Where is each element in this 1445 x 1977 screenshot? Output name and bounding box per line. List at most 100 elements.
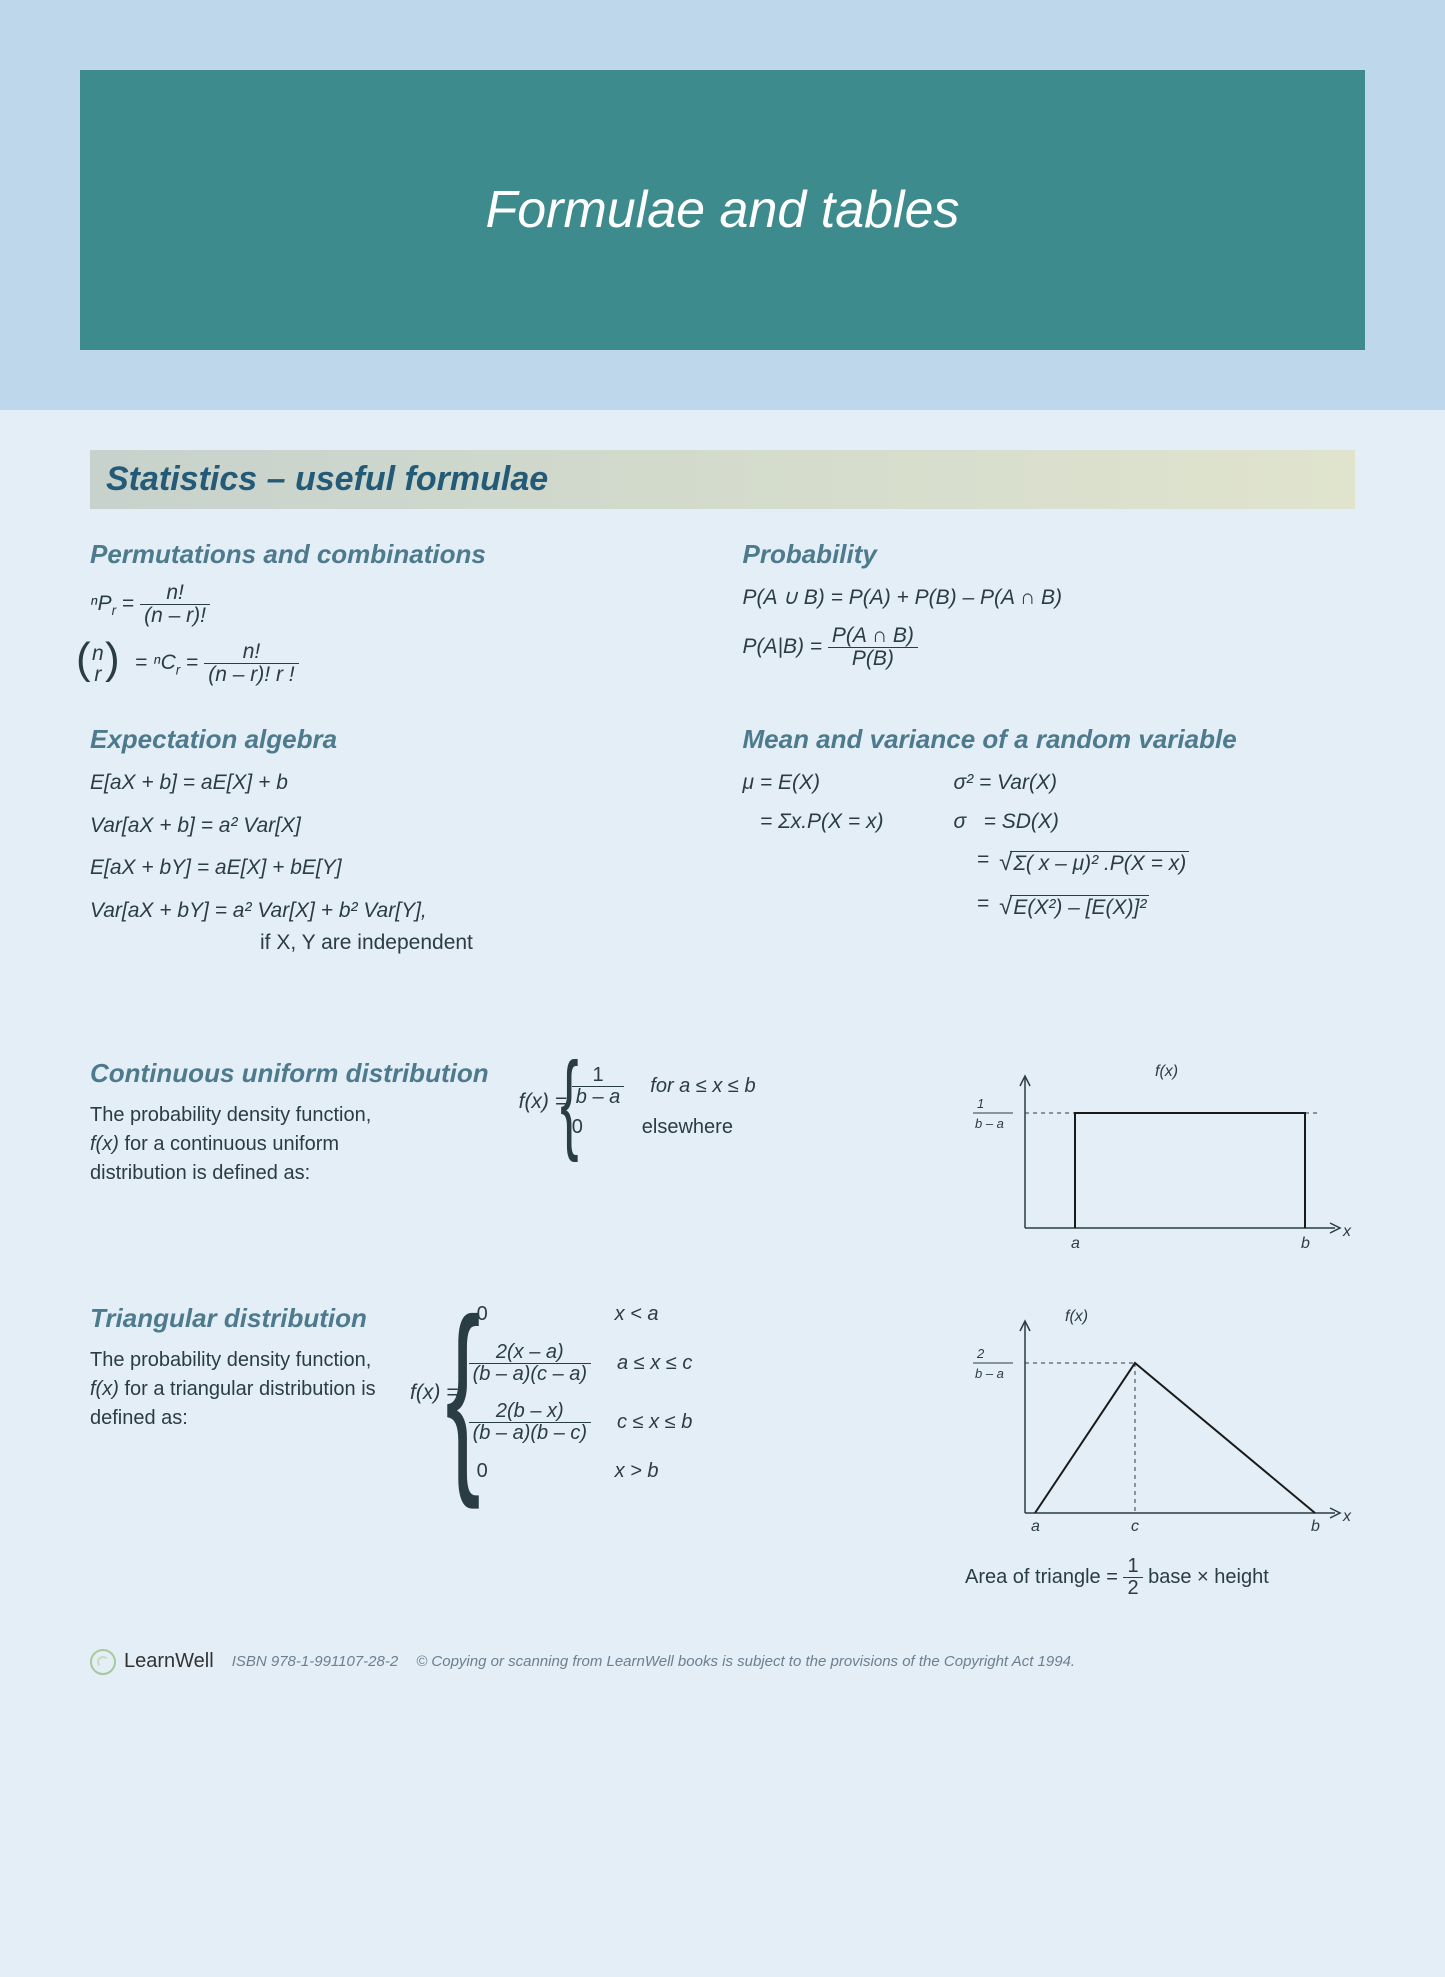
cud-d3: for a continuous uniform distribution is… [90,1133,339,1184]
tri-case3: 2(b – x)(b – a)(b – c) c ≤ x ≤ b [469,1401,717,1444]
tri-c4-val: 0 [469,1460,589,1483]
heading-exp: Expectation algebra [90,724,703,755]
uniform-case1: 1b – a for a ≤ x ≤ b [572,1065,756,1108]
tri-case1: 0 x < a [469,1303,717,1326]
heading-cud: Continuous uniform distribution [90,1058,489,1089]
hero-banner: Formulae and tables [80,70,1365,350]
exp-line4: Var[aX + bY] = a² Var[X] + b² Var[Y], [90,895,703,928]
cud-c2-cond: elsewhere [642,1116,742,1139]
content-area: Statistics – useful formulae Permutation… [0,410,1445,1619]
page-title: Formulae and tables [485,180,959,240]
exp-line3: E[aX + bY] = aE[X] + bE[Y] [90,852,703,885]
triangular-formula: f(x) = { 0 x < a 2(x – a)(b – a)(c – a) … [410,1303,935,1483]
area-num: 1 [1123,1556,1142,1578]
uniform-xb: b [1301,1235,1310,1252]
mv-s3: = Σ( x – μ)² .P(X = x) [953,844,1189,881]
brace-icon: { [560,1058,578,1146]
cud-c1-den: b – a [572,1087,624,1108]
binom-bot: r [92,664,104,685]
tri-c4-cond: x > b [615,1460,715,1483]
perm-f1-num: n! [140,582,210,605]
triangle-area-note: Area of triangle = 12 base × height [965,1556,1355,1599]
mv-sd-col: σ² = Var(X) σ = SD(X) = Σ( x – μ)² .P(X … [953,767,1189,925]
perm-f1-pre: ⁿP [90,592,112,615]
exp-line4b: if X, Y are independent [260,927,703,960]
prob-cond-den: P(B) [828,648,918,670]
mean-variance-block: Mean and variance of a random variable μ… [743,724,1356,960]
cud-d2: f(x) [90,1133,119,1155]
tri-c1-cond: x < a [615,1303,715,1326]
prob-cond-num: P(A ∩ B) [828,625,918,648]
tri-case4: 0 x > b [469,1460,717,1483]
mv-s1: σ² = Var(X) [953,767,1189,800]
perm-formula-1: ⁿPr = n!(n – r)! [90,582,703,627]
uniform-text: Continuous uniform distribution The prob… [90,1058,489,1188]
prob-union: P(A ∪ B) = P(A) + P(B) – P(A ∩ B) [743,582,1356,615]
triangular-desc: The probability density function, f(x) f… [90,1346,380,1433]
swirl-icon [90,1649,116,1675]
exp-line2: Var[aX + b] = a² Var[X] [90,810,703,843]
page: Formulae and tables Statistics – useful … [0,0,1445,1725]
perm-f1-den: (n – r)! [140,605,210,627]
uniform-xa: a [1071,1235,1080,1252]
mv-s4: = E(X²) – [E(X)]² [953,888,1189,925]
tri-c1-val: 0 [469,1303,589,1326]
row-exp-mv: Expectation algebra E[aX + b] = aE[X] + … [90,724,1355,988]
binomial-paren: nr [90,643,106,685]
uniform-row: Continuous uniform distribution The prob… [90,1058,1355,1263]
tri-xlabel: x [1342,1508,1352,1525]
uniform-ytick-num: 1 [977,1096,984,1111]
triangular-graph: f(x) 2 b – a a c b x Are [965,1303,1355,1599]
uniform-desc: The probability density function, f(x) f… [90,1101,380,1188]
area-den: 2 [1123,1578,1142,1599]
footer-copyright: © Copying or scanning from LearnWell boo… [416,1653,1075,1670]
footer-isbn: ISBN 978-1-991107-28-2 [232,1653,399,1670]
mv-mu2: = Σx.P(X = x) [743,806,884,839]
mv-s4-rad: E(X²) – [E(X)]² [1010,895,1149,919]
section-heading-bar: Statistics – useful formulae [90,450,1355,509]
perm-f2-den: (n – r)! r ! [204,664,298,686]
mv-mean-col: μ = E(X) = Σx.P(X = x) [743,767,884,925]
prob-cond-lhs: P(A|B) = [743,635,828,658]
tri-c3-num: 2(b – x) [469,1401,591,1423]
probability-block: Probability P(A ∪ B) = P(A) + P(B) – P(A… [743,539,1356,686]
brand-logo: LearnWell [90,1649,214,1675]
perm-f1-eq: = [116,592,140,615]
tri-c2-cond: a ≤ x ≤ c [617,1352,717,1375]
exp-cond: if X, Y are independent [260,931,473,954]
uniform-ylabel: f(x) [1155,1063,1178,1080]
triangular-row: Triangular distribution The probability … [90,1303,1355,1599]
mv-s2: σ = SD(X) [953,806,1189,839]
brace-icon: { [446,1309,481,1477]
perm-f2-eq: = [180,651,204,674]
tri-xb: b [1311,1518,1320,1535]
uniform-graph: f(x) 1 b – a a b x [965,1058,1355,1263]
permutations-block: Permutations and combinations ⁿPr = n!(n… [90,539,703,686]
area-pre: Area of triangle = [965,1566,1123,1588]
exp-line1: E[aX + b] = aE[X] + b [90,767,703,800]
area-post: base × height [1143,1566,1269,1588]
brand-name: LearnWell [124,1650,214,1673]
cud-c1-num: 1 [572,1065,624,1087]
perm-formula-2: nr = ⁿCr = n!(n – r)! r ! [90,641,703,686]
mv-columns: μ = E(X) = Σx.P(X = x) σ² = Var(X) σ = S… [743,767,1356,925]
tri-c3-cond: c ≤ x ≤ b [617,1411,717,1434]
page-footer: LearnWell ISBN 978-1-991107-28-2 © Copyi… [0,1619,1445,1685]
tri-xa: a [1031,1518,1040,1535]
uniform-xlabel: x [1342,1223,1352,1240]
uniform-formula: f(x) = { 1b – a for a ≤ x ≤ b 0 elsewher… [519,1058,935,1146]
tri-ytick-num: 2 [976,1346,985,1361]
triangular-cases: 0 x < a 2(x – a)(b – a)(c – a) a ≤ x ≤ c… [469,1303,717,1483]
tri-case2: 2(x – a)(b – a)(c – a) a ≤ x ≤ c [469,1342,717,1385]
cud-d1: The probability density function, [90,1104,371,1126]
uniform-cases: 1b – a for a ≤ x ≤ b 0 elsewhere [572,1065,756,1139]
tri-d3: for a triangular distribution is defined… [90,1378,376,1429]
triangular-chart-svg: f(x) 2 b – a a c b x [965,1303,1355,1543]
tri-c2-den: (b – a)(c – a) [469,1364,591,1385]
mv-mu1: μ = E(X) [743,767,884,800]
binom-top: n [92,643,104,664]
uniform-chart-svg: f(x) 1 b – a a b x [965,1058,1355,1258]
tri-ytick-den: b – a [975,1366,1004,1381]
heading-mv: Mean and variance of a random variable [743,724,1356,755]
heading-prob: Probability [743,539,1356,570]
